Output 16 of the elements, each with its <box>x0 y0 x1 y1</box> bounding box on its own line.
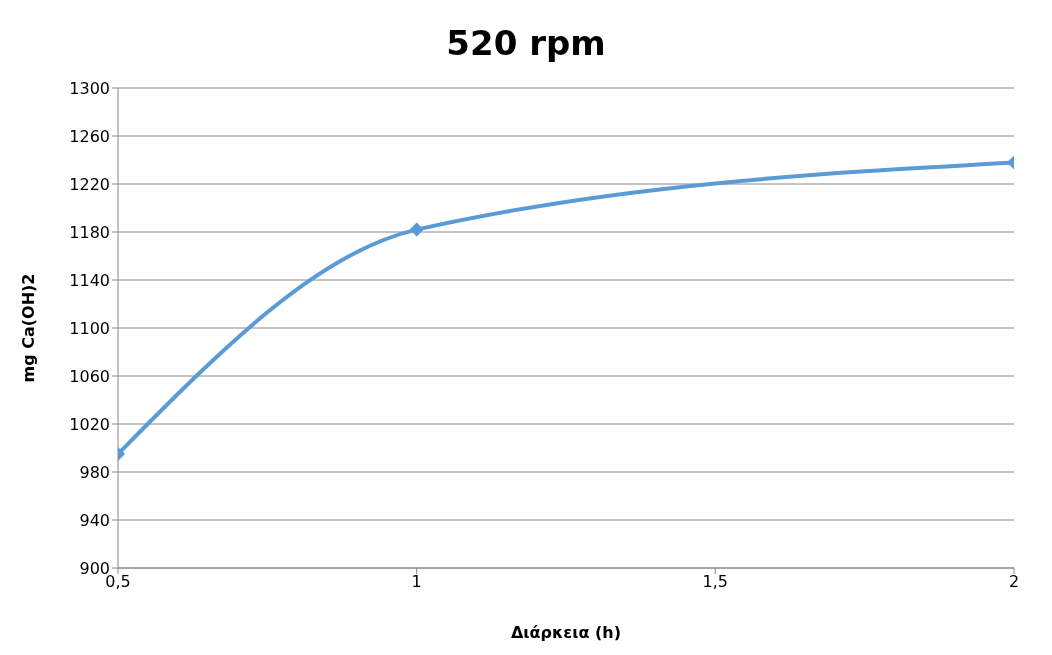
x-axis-title: Διάρκεια (h) <box>510 623 622 642</box>
y-tick-label: 1180 <box>69 222 110 242</box>
y-axis-title: mg Ca(OH)2 <box>18 273 38 383</box>
y-tick-label: 1060 <box>69 366 110 386</box>
x-tick-label: 1 <box>411 572 422 592</box>
x-tick-label: 2 <box>1008 572 1020 592</box>
y-tick-label: 940 <box>79 510 110 530</box>
y-tick-label: 1220 <box>69 174 110 194</box>
y-tick-label: 1100 <box>69 318 110 338</box>
y-tick-label: 1260 <box>69 126 110 146</box>
y-tick-label: 1300 <box>69 78 110 98</box>
y-tick-label: 1020 <box>69 414 110 434</box>
chart-title: 520 rpm <box>445 22 607 65</box>
y-tick-label: 980 <box>79 462 110 482</box>
x-tick-label: 1,5 <box>702 572 729 592</box>
y-tick-label: 1140 <box>69 270 110 290</box>
